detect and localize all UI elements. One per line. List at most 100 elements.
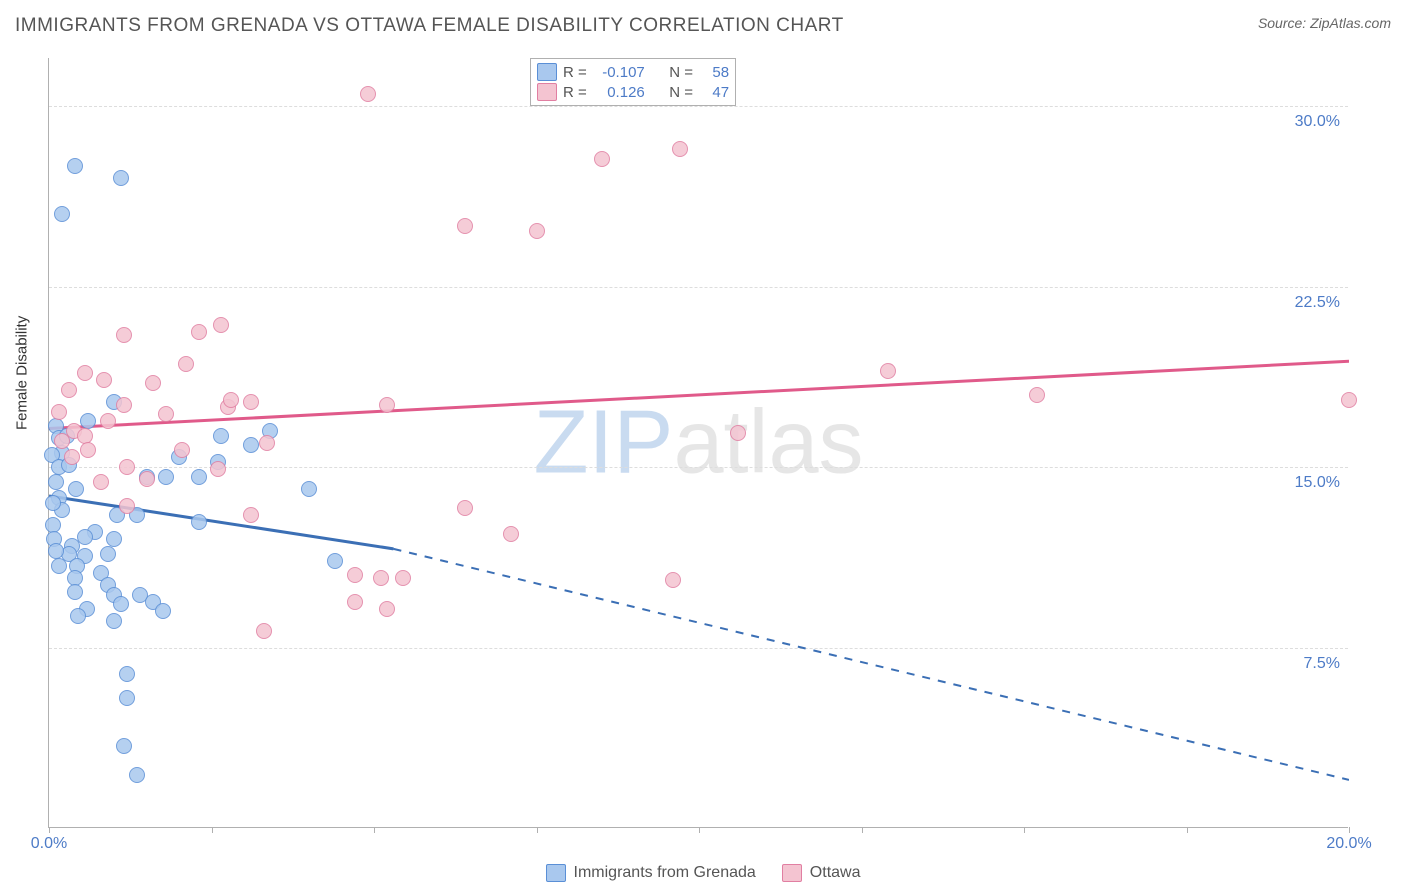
x-tick [212, 827, 213, 833]
y-tick-label: 7.5% [1304, 655, 1340, 673]
scatter-point [119, 666, 135, 682]
scatter-point [106, 531, 122, 547]
scatter-point [665, 572, 681, 588]
scatter-point [106, 613, 122, 629]
scatter-point [77, 365, 93, 381]
x-tick [537, 827, 538, 833]
scatter-point [145, 375, 161, 391]
scatter-point [243, 437, 259, 453]
scatter-point [457, 218, 473, 234]
scatter-point [210, 461, 226, 477]
scatter-point [347, 567, 363, 583]
scatter-point [379, 601, 395, 617]
scatter-point [178, 356, 194, 372]
scatter-point [96, 372, 112, 388]
x-tick-label: 0.0% [31, 835, 67, 853]
chart-title: IMMIGRANTS FROM GRENADA VS OTTAWA FEMALE… [15, 15, 844, 37]
scatter-point [70, 608, 86, 624]
scatter-point [395, 570, 411, 586]
scatter-point [880, 363, 896, 379]
gridline [49, 106, 1348, 107]
scatter-point [529, 223, 545, 239]
scatter-point [113, 170, 129, 186]
scatter-point [730, 425, 746, 441]
scatter-point [48, 474, 64, 490]
scatter-point [1341, 392, 1357, 408]
legend-swatch [537, 63, 557, 81]
scatter-point [113, 596, 129, 612]
scatter-point [64, 449, 80, 465]
scatter-point [379, 397, 395, 413]
x-tick [862, 827, 863, 833]
scatter-point [119, 459, 135, 475]
x-tick [1349, 827, 1350, 833]
scatter-point [48, 543, 64, 559]
scatter-point [259, 435, 275, 451]
scatter-point [360, 86, 376, 102]
scatter-point [54, 206, 70, 222]
scatter-point [93, 474, 109, 490]
legend-row: R =0.126 N =47 [537, 82, 729, 102]
scatter-chart: ZIPatlas 7.5%15.0%22.5%30.0%0.0%20.0% [48, 58, 1348, 828]
scatter-point [457, 500, 473, 516]
xlegend-item: Immigrants from Grenada [546, 864, 756, 882]
legend-swatch [546, 864, 566, 882]
legend-swatch [782, 864, 802, 882]
scatter-point [301, 481, 317, 497]
scatter-point [213, 317, 229, 333]
scatter-point [116, 397, 132, 413]
scatter-point [155, 603, 171, 619]
scatter-point [373, 570, 389, 586]
scatter-point [80, 442, 96, 458]
scatter-point [45, 495, 61, 511]
source-credit: Source: ZipAtlas.com [1258, 15, 1391, 31]
gridline [49, 287, 1348, 288]
scatter-point [158, 469, 174, 485]
scatter-point [327, 553, 343, 569]
scatter-point [243, 394, 259, 410]
x-tick [1024, 827, 1025, 833]
scatter-point [139, 471, 155, 487]
header: IMMIGRANTS FROM GRENADA VS OTTAWA FEMALE… [15, 15, 1391, 37]
watermark: ZIPatlas [533, 391, 863, 494]
scatter-point [51, 404, 67, 420]
scatter-point [100, 546, 116, 562]
scatter-point [243, 507, 259, 523]
x-tick [1187, 827, 1188, 833]
scatter-point [191, 469, 207, 485]
scatter-point [503, 526, 519, 542]
y-tick-label: 22.5% [1295, 294, 1340, 312]
scatter-point [174, 442, 190, 458]
scatter-point [67, 158, 83, 174]
scatter-point [256, 623, 272, 639]
x-tick-label: 20.0% [1326, 835, 1371, 853]
scatter-point [116, 738, 132, 754]
scatter-point [1029, 387, 1045, 403]
x-tick [374, 827, 375, 833]
scatter-point [61, 382, 77, 398]
scatter-point [223, 392, 239, 408]
scatter-point [213, 428, 229, 444]
scatter-point [672, 141, 688, 157]
y-axis-label: Female Disability [14, 316, 31, 430]
gridline [49, 467, 1348, 468]
correlation-legend: R =-0.107 N =58R =0.126 N =47 [530, 58, 736, 106]
legend-row: R =-0.107 N =58 [537, 62, 729, 82]
scatter-point [100, 413, 116, 429]
y-tick-label: 15.0% [1295, 474, 1340, 492]
scatter-point [129, 767, 145, 783]
scatter-point [158, 406, 174, 422]
scatter-point [347, 594, 363, 610]
scatter-point [67, 584, 83, 600]
scatter-point [594, 151, 610, 167]
gridline [49, 648, 1348, 649]
scatter-point [191, 324, 207, 340]
y-tick-label: 30.0% [1295, 113, 1340, 131]
scatter-point [51, 558, 67, 574]
scatter-point [77, 428, 93, 444]
scatter-point [68, 481, 84, 497]
scatter-point [191, 514, 207, 530]
scatter-point [119, 498, 135, 514]
legend-swatch [537, 83, 557, 101]
scatter-point [119, 690, 135, 706]
